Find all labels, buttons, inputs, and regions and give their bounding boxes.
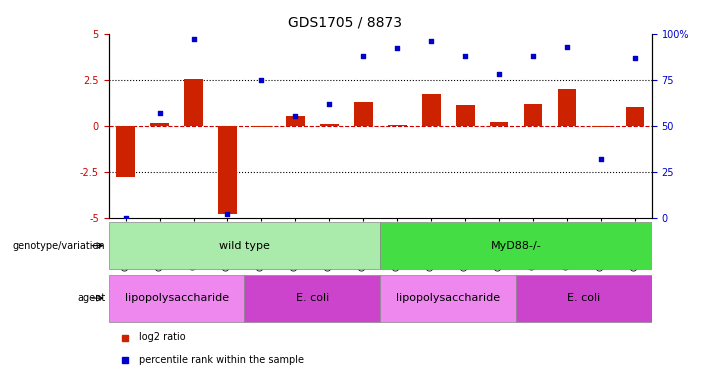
Bar bbox=[381, 275, 516, 321]
Bar bbox=[388, 125, 407, 126]
Point bbox=[527, 53, 538, 59]
Text: genotype/variation: genotype/variation bbox=[13, 241, 105, 250]
Point bbox=[358, 53, 369, 59]
Bar bbox=[109, 275, 245, 321]
Point bbox=[595, 156, 606, 162]
Bar bbox=[116, 126, 135, 177]
Text: agent: agent bbox=[77, 293, 105, 303]
Bar bbox=[286, 116, 305, 126]
Text: MyD88-/-: MyD88-/- bbox=[491, 241, 541, 250]
Bar bbox=[218, 126, 237, 214]
Text: E. coli: E. coli bbox=[296, 293, 329, 303]
Point bbox=[222, 211, 233, 217]
Point bbox=[426, 38, 437, 44]
Text: E. coli: E. coli bbox=[567, 293, 601, 303]
Text: percentile rank within the sample: percentile rank within the sample bbox=[139, 355, 304, 365]
Text: lipopolysaccharide: lipopolysaccharide bbox=[396, 293, 501, 303]
Bar bbox=[109, 222, 381, 269]
Bar bbox=[252, 126, 271, 128]
Point bbox=[290, 114, 301, 120]
Point bbox=[154, 110, 165, 116]
Point bbox=[562, 44, 573, 50]
Bar bbox=[490, 122, 508, 126]
Point bbox=[256, 77, 267, 83]
Bar bbox=[558, 89, 576, 126]
Point bbox=[460, 53, 471, 59]
Point bbox=[629, 55, 641, 61]
Point bbox=[188, 36, 199, 42]
Bar bbox=[354, 102, 373, 126]
Text: log2 ratio: log2 ratio bbox=[139, 333, 185, 342]
Point bbox=[494, 71, 505, 77]
Bar bbox=[245, 275, 381, 321]
Bar bbox=[381, 222, 652, 269]
Bar bbox=[516, 275, 652, 321]
Bar bbox=[422, 94, 440, 126]
Text: wild type: wild type bbox=[219, 241, 270, 250]
Bar bbox=[592, 126, 611, 128]
Point bbox=[324, 100, 335, 106]
Text: GDS1705 / 8873: GDS1705 / 8873 bbox=[288, 16, 402, 30]
Bar bbox=[625, 107, 644, 126]
Bar bbox=[320, 124, 339, 126]
Bar bbox=[184, 79, 203, 126]
Point bbox=[120, 214, 131, 220]
Bar bbox=[456, 105, 475, 126]
Bar bbox=[150, 123, 169, 126]
Bar bbox=[524, 104, 543, 126]
Point bbox=[392, 45, 403, 51]
Text: lipopolysaccharide: lipopolysaccharide bbox=[125, 293, 229, 303]
